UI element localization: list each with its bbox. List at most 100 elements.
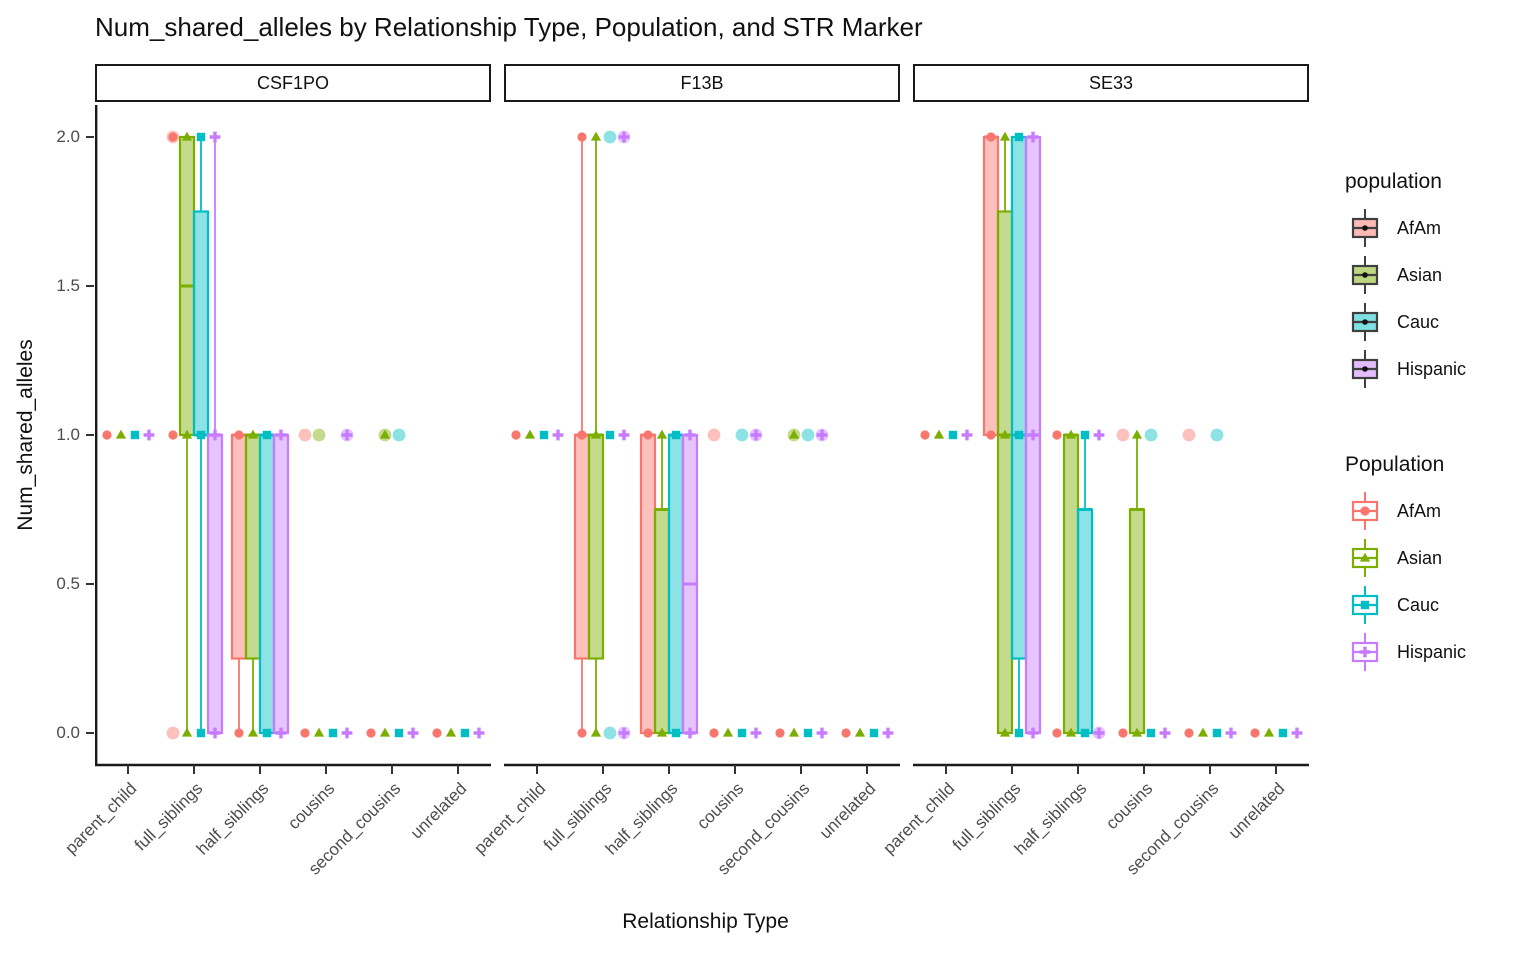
data-point [1360, 600, 1370, 610]
boxplot-key-glyph [1351, 303, 1379, 341]
boxplot-key-icon [1345, 300, 1385, 344]
data-point [407, 727, 419, 739]
data-point [379, 429, 391, 439]
boxplot-box [258, 433, 276, 735]
data-point [684, 727, 696, 739]
boxplot-box [1010, 135, 1028, 660]
outlier-point [312, 428, 326, 442]
boxplot-box [639, 433, 657, 735]
boxplot-key-glyph [1351, 586, 1379, 624]
boxplot-key-icon [1345, 253, 1385, 297]
data-point [854, 727, 866, 737]
boxplot-box [653, 508, 671, 735]
data-point [209, 429, 221, 441]
legend-entry: Hispanic [1345, 347, 1535, 391]
boxplot-box [996, 210, 1014, 735]
boxplot-key-icon [1345, 489, 1385, 533]
boxplot-key-icon [1345, 583, 1385, 627]
legend-entry: Cauc [1345, 583, 1535, 627]
data-point [1014, 132, 1024, 142]
boxplot-key-icon [1345, 206, 1385, 250]
data-point [816, 727, 828, 739]
data-point [209, 727, 221, 739]
data-point [1359, 552, 1371, 562]
legend-entry-label: Hispanic [1397, 358, 1467, 379]
key-point [1362, 366, 1368, 372]
boxplot-key-icon [1345, 630, 1385, 674]
legend-entry-label: AfAm [1397, 217, 1442, 238]
data-point [590, 727, 602, 737]
data-point [1027, 429, 1039, 441]
outlier-point [1182, 428, 1196, 442]
outlier-point [392, 428, 406, 442]
data-point [432, 728, 442, 738]
boxplot-box [573, 433, 591, 660]
data-point [130, 430, 140, 440]
outlier-point [298, 428, 312, 442]
data-point [577, 132, 587, 142]
data-point [460, 728, 470, 738]
data-point [605, 430, 615, 440]
data-point [1159, 727, 1171, 739]
outlier-point [603, 726, 617, 740]
y-tick [86, 285, 94, 287]
data-point [341, 429, 353, 441]
data-point [394, 728, 404, 738]
data-point [920, 430, 930, 440]
legend-entry-label: Asian [1397, 264, 1443, 285]
data-point [552, 429, 564, 441]
boxplot-key-icon [1345, 536, 1385, 580]
y-tick [86, 136, 94, 138]
data-point [181, 131, 193, 141]
outlier-point [1116, 428, 1130, 442]
legend-entry-label: AfAm [1397, 500, 1442, 521]
data-point [1225, 727, 1237, 739]
boxplot-key-icon [1345, 347, 1385, 391]
data-point [275, 727, 287, 739]
data-point [234, 430, 244, 440]
data-point [816, 429, 828, 441]
outlier-point [603, 130, 617, 144]
data-point [643, 728, 653, 738]
y-tick [86, 583, 94, 585]
data-point [1080, 728, 1090, 738]
legend-population-fill: population AfAm Asian Cauc Hispanic [1345, 170, 1535, 394]
outlier-point [707, 428, 721, 442]
legend-entry-label: Asian [1397, 547, 1443, 568]
data-point [1131, 727, 1143, 737]
facet-strip-f13b: F13B [504, 64, 900, 102]
data-point [262, 430, 272, 440]
boxplot-box [667, 433, 685, 735]
y-tick-label: 0.0 [56, 723, 80, 742]
data-point [379, 727, 391, 737]
boxplot-key-glyph [1351, 539, 1379, 577]
chart-title: Num_shared_alleles by Relationship Type,… [95, 12, 923, 42]
data-point [803, 728, 813, 738]
facet-strip-csf1po: CSF1PO [95, 64, 491, 102]
data-point [882, 727, 894, 739]
data-point [1131, 429, 1143, 439]
data-point [1052, 430, 1062, 440]
facet-panel-CSF1PO [95, 105, 491, 774]
data-point [1080, 430, 1090, 440]
data-point [473, 727, 485, 739]
data-point [618, 429, 630, 441]
data-point [1212, 728, 1222, 738]
data-point [234, 728, 244, 738]
data-point [722, 727, 734, 737]
data-point [168, 132, 178, 142]
data-point [1197, 727, 1209, 737]
legend-title: population [1345, 170, 1442, 193]
boxplot-box [272, 433, 290, 735]
data-point [788, 429, 800, 439]
boxplot-key-glyph [1351, 256, 1379, 294]
data-point [869, 728, 879, 738]
facet-panel-F13B [504, 130, 900, 774]
outlier-point [801, 428, 815, 442]
y-tick-label: 2.0 [56, 127, 80, 146]
boxplot-box [1128, 508, 1146, 735]
legend-entry: Hispanic [1345, 630, 1535, 674]
outlier-point [735, 428, 749, 442]
data-point [1146, 728, 1156, 738]
data-point [643, 430, 653, 440]
